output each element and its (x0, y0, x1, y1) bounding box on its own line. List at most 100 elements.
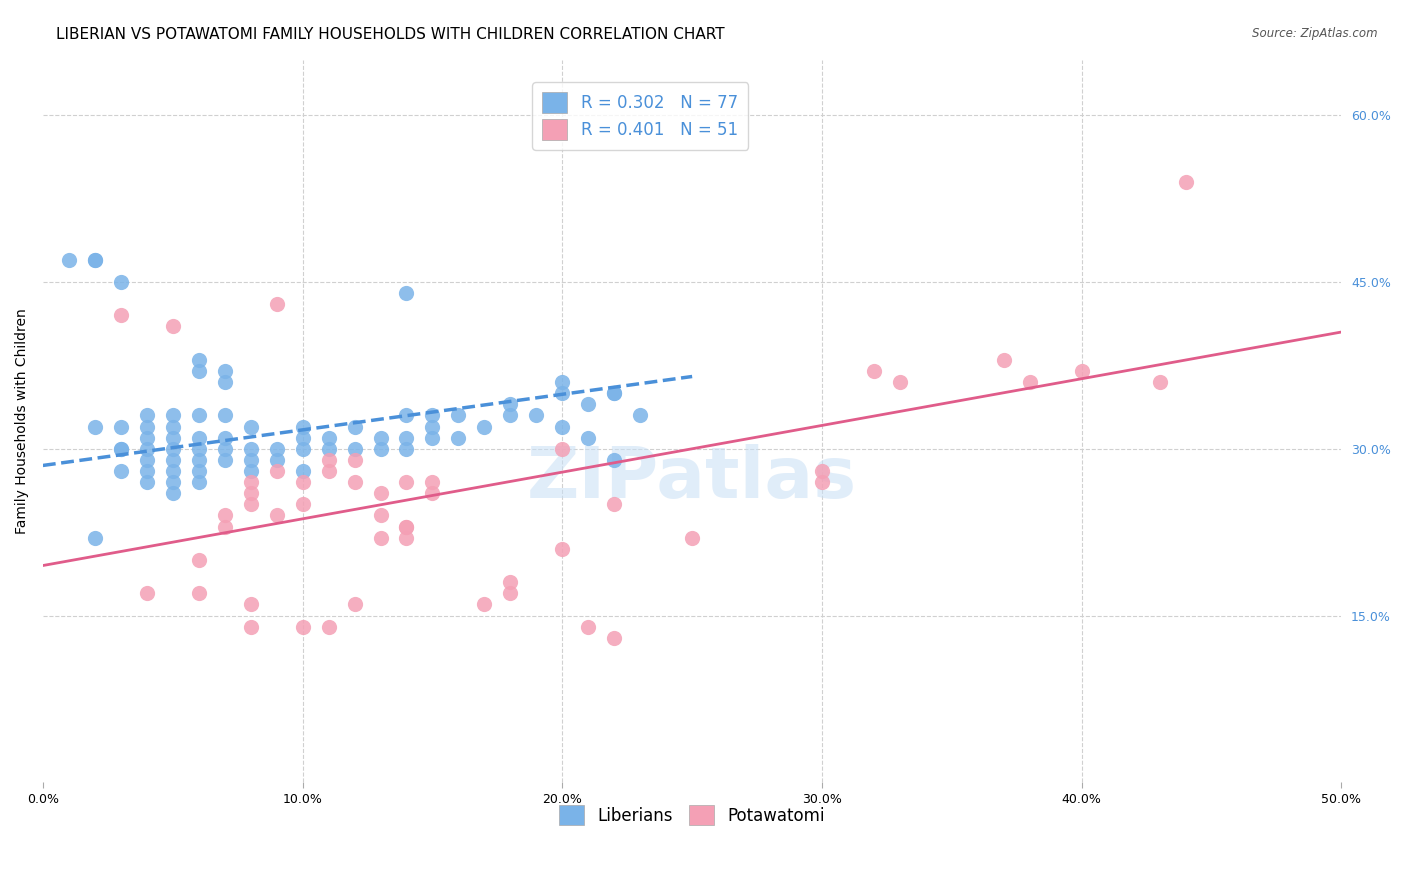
Point (291, 442, 314, 456)
Point (447, 431, 470, 445)
Point (83, 252, 105, 267)
Point (811, 464, 834, 478)
Point (135, 464, 157, 478)
Point (135, 475, 157, 490)
Point (187, 364, 209, 378)
Point (447, 409, 470, 423)
Point (318, 442, 340, 456)
Point (395, 531, 418, 545)
Point (239, 453, 262, 467)
Point (370, 486, 392, 500)
Point (603, 631, 626, 645)
Point (291, 419, 314, 434)
Point (395, 286, 418, 301)
Point (474, 598, 496, 612)
Point (681, 531, 703, 545)
Point (187, 464, 209, 478)
Point (162, 442, 184, 456)
Point (266, 508, 288, 523)
Point (603, 386, 626, 401)
Point (135, 431, 157, 445)
Point (187, 409, 209, 423)
Point (214, 364, 236, 378)
Point (239, 442, 262, 456)
Point (83, 252, 105, 267)
Point (187, 553, 209, 567)
Point (1018, 375, 1040, 389)
Point (395, 519, 418, 533)
Point (603, 453, 626, 467)
Text: LIBERIAN VS POTAWATOMI FAMILY HOUSEHOLDS WITH CHILDREN CORRELATION CHART: LIBERIAN VS POTAWATOMI FAMILY HOUSEHOLDS… (56, 27, 725, 42)
Text: Source: ZipAtlas.com: Source: ZipAtlas.com (1253, 27, 1378, 40)
Point (162, 409, 184, 423)
Point (214, 442, 236, 456)
Point (291, 475, 314, 490)
Point (239, 475, 262, 490)
Point (162, 475, 184, 490)
Point (214, 519, 236, 533)
Point (110, 309, 132, 323)
Point (318, 464, 340, 478)
Point (266, 453, 288, 467)
Point (266, 442, 288, 456)
Point (551, 386, 574, 401)
Point (162, 453, 184, 467)
Text: ZIPatlas: ZIPatlas (527, 444, 858, 513)
Point (110, 464, 132, 478)
Point (422, 409, 444, 423)
Point (395, 431, 418, 445)
Point (551, 541, 574, 556)
Point (266, 464, 288, 478)
Point (135, 442, 157, 456)
Point (1174, 175, 1197, 189)
Point (370, 442, 392, 456)
Point (1149, 375, 1171, 389)
Point (370, 431, 392, 445)
Point (551, 419, 574, 434)
Point (576, 620, 599, 634)
Point (343, 442, 366, 456)
Point (58, 252, 80, 267)
Point (318, 431, 340, 445)
Point (162, 464, 184, 478)
Point (291, 497, 314, 511)
Point (214, 431, 236, 445)
Point (110, 442, 132, 456)
Point (499, 397, 522, 411)
Point (291, 620, 314, 634)
Point (395, 442, 418, 456)
Point (83, 531, 105, 545)
Point (499, 586, 522, 600)
Point (214, 453, 236, 467)
Point (422, 475, 444, 490)
Point (239, 486, 262, 500)
Point (187, 431, 209, 445)
Point (110, 442, 132, 456)
Point (162, 319, 184, 334)
Point (422, 486, 444, 500)
Point (110, 275, 132, 289)
Point (162, 419, 184, 434)
Point (239, 464, 262, 478)
Legend: Liberians, Potawatomi: Liberians, Potawatomi (548, 795, 835, 836)
Point (343, 598, 366, 612)
Point (576, 397, 599, 411)
Point (343, 419, 366, 434)
Point (187, 586, 209, 600)
Point (239, 497, 262, 511)
Point (863, 364, 886, 378)
Point (110, 419, 132, 434)
Point (603, 386, 626, 401)
Point (214, 508, 236, 523)
Point (422, 419, 444, 434)
Point (187, 442, 209, 456)
Point (499, 575, 522, 590)
Point (603, 497, 626, 511)
Point (524, 409, 547, 423)
Point (551, 375, 574, 389)
Point (551, 442, 574, 456)
Point (187, 475, 209, 490)
Point (993, 352, 1015, 367)
Point (499, 409, 522, 423)
Point (370, 531, 392, 545)
